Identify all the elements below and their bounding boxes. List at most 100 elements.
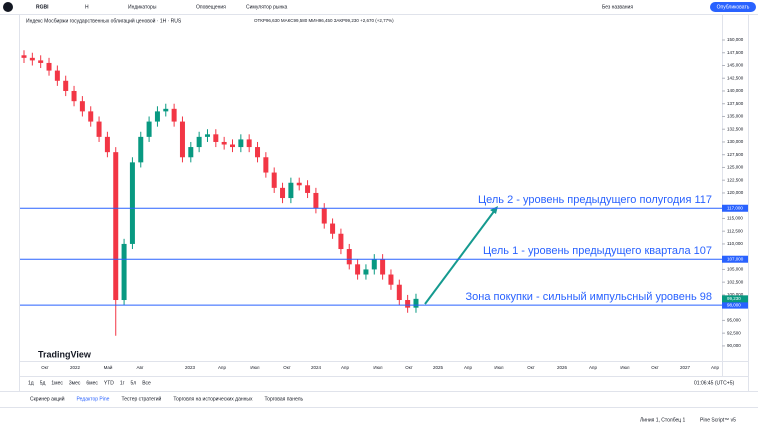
x-tick-label: 2024 [311, 365, 322, 370]
x-tick-label: Апр [341, 365, 349, 370]
candle-body [29, 57, 35, 61]
level-label: 98,000 [727, 302, 741, 307]
x-tick-label: 2023 [185, 365, 196, 370]
range-button[interactable]: 1д [28, 380, 34, 386]
panel-tab[interactable]: Редактор Pine [77, 396, 110, 402]
candle-body [263, 157, 269, 173]
y-tick-label: 132,500 [727, 126, 744, 131]
chart-title: Индекс Мосбиржи государственных облигаци… [26, 17, 182, 24]
x-tick-label: Апр [589, 365, 597, 370]
y-tick-label: 105,000 [727, 267, 744, 272]
candle-body [113, 152, 119, 301]
candle-body [21, 55, 27, 58]
candle-body [330, 223, 336, 234]
level-note: Цель 1 - уровень предыдущего квартала 10… [483, 245, 712, 257]
publish-label[interactable]: Опубликовать [717, 4, 750, 10]
y-tick-label: 140,000 [727, 88, 744, 93]
x-tick-label: Апр [711, 365, 719, 370]
range-button[interactable]: 5л [131, 380, 137, 386]
y-tick-label: 92,500 [727, 330, 741, 335]
candle-body [104, 136, 110, 153]
y-tick-label: 135,000 [727, 114, 744, 119]
x-tick-label: Июл [373, 365, 383, 370]
y-tick-label: 130,000 [727, 139, 744, 144]
level-note: Цель 2 - уровень предыдущего полугодия 1… [478, 194, 712, 206]
range-button[interactable]: YTD [104, 380, 114, 386]
panel-tab[interactable]: Тестер стратегий [121, 395, 161, 402]
level-badge [722, 301, 748, 309]
x-tick-label: 2025 [433, 365, 444, 370]
y-tick-label: 150,000 [727, 37, 744, 42]
y-tick-label: 145,000 [727, 63, 744, 68]
range-button[interactable]: 1мес [51, 380, 63, 386]
layout-name[interactable]: Без названия [602, 4, 633, 10]
candle-body [363, 269, 369, 275]
y-tick-label: 95,000 [727, 318, 741, 323]
interval[interactable]: H [85, 4, 89, 10]
candle-body [163, 108, 169, 112]
y-tick-label: 102,500 [727, 279, 744, 284]
clock: 01:06:45 (UTC+5) [694, 380, 734, 386]
x-tick-label: 2027 [680, 365, 691, 370]
avatar[interactable] [3, 2, 13, 12]
x-tick-label: Окт [41, 365, 49, 370]
panel-tab[interactable]: Торговля на исторических данных [173, 396, 253, 402]
candle-body [388, 274, 394, 285]
x-tick-label: 2022 [70, 365, 81, 370]
candle-body [405, 300, 411, 308]
candle-body [79, 101, 85, 112]
candle-body [138, 136, 144, 163]
candle-body [321, 208, 327, 224]
candle-body [396, 284, 402, 301]
range-button[interactable]: Все [142, 380, 151, 386]
left-toolbar [0, 15, 19, 391]
candle-body [305, 185, 311, 193]
panel-tab[interactable]: Скринер акций [30, 395, 65, 402]
y-tick-label: 122,500 [727, 177, 744, 182]
alerts[interactable]: Оповещения [196, 4, 226, 10]
y-tick-label: 125,000 [727, 165, 744, 170]
panel-tab[interactable]: Торговая панель [265, 396, 304, 402]
candle-body [204, 134, 210, 137]
candle-body [179, 121, 185, 158]
candle-body [221, 141, 227, 145]
candle-body [63, 80, 69, 91]
candle-body [96, 121, 102, 137]
candle-body [38, 60, 44, 63]
candle-body [146, 121, 152, 137]
y-tick-label: 120,000 [727, 190, 744, 195]
x-tick-label: Июл [494, 365, 504, 370]
x-tick-label: Май [104, 364, 113, 370]
x-tick-label: Окт [283, 365, 291, 370]
candle-body [196, 136, 202, 148]
level-label: 117,000 [727, 205, 743, 210]
candle-body [380, 259, 386, 275]
x-tick-label: Окт [651, 365, 659, 370]
candle-body [288, 182, 294, 199]
candle-body [255, 147, 261, 158]
range-button[interactable]: 6мес [86, 380, 98, 386]
x-tick-label: 2026 [557, 365, 568, 370]
y-tick-label: 147,500 [727, 50, 744, 55]
y-tick-label: 112,500 [727, 228, 743, 233]
publish-button[interactable] [710, 2, 756, 12]
y-tick-label: 142,500 [727, 75, 744, 80]
candle-body [88, 111, 94, 122]
range-button[interactable]: 3мес [69, 380, 81, 386]
candle-body [154, 111, 160, 122]
candle-body [54, 70, 60, 81]
candle-body [129, 162, 135, 244]
x-tick-label: Авг [136, 365, 143, 370]
symbol[interactable]: RGBI [36, 4, 49, 10]
candle-body [238, 139, 244, 148]
range-button[interactable]: 1г [120, 380, 125, 386]
x-tick-label: Апр [464, 365, 472, 370]
y-tick-label: 100,000 [727, 292, 744, 297]
x-tick-label: Окт [405, 365, 413, 370]
replay[interactable]: Симулятор рынка [246, 4, 288, 10]
range-button[interactable]: 5д [40, 380, 46, 386]
y-tick-label: 90,000 [727, 343, 741, 348]
x-tick-label: Окт [527, 365, 535, 370]
indicators[interactable]: Индикаторы [128, 4, 157, 10]
last-price-badge [722, 295, 748, 303]
